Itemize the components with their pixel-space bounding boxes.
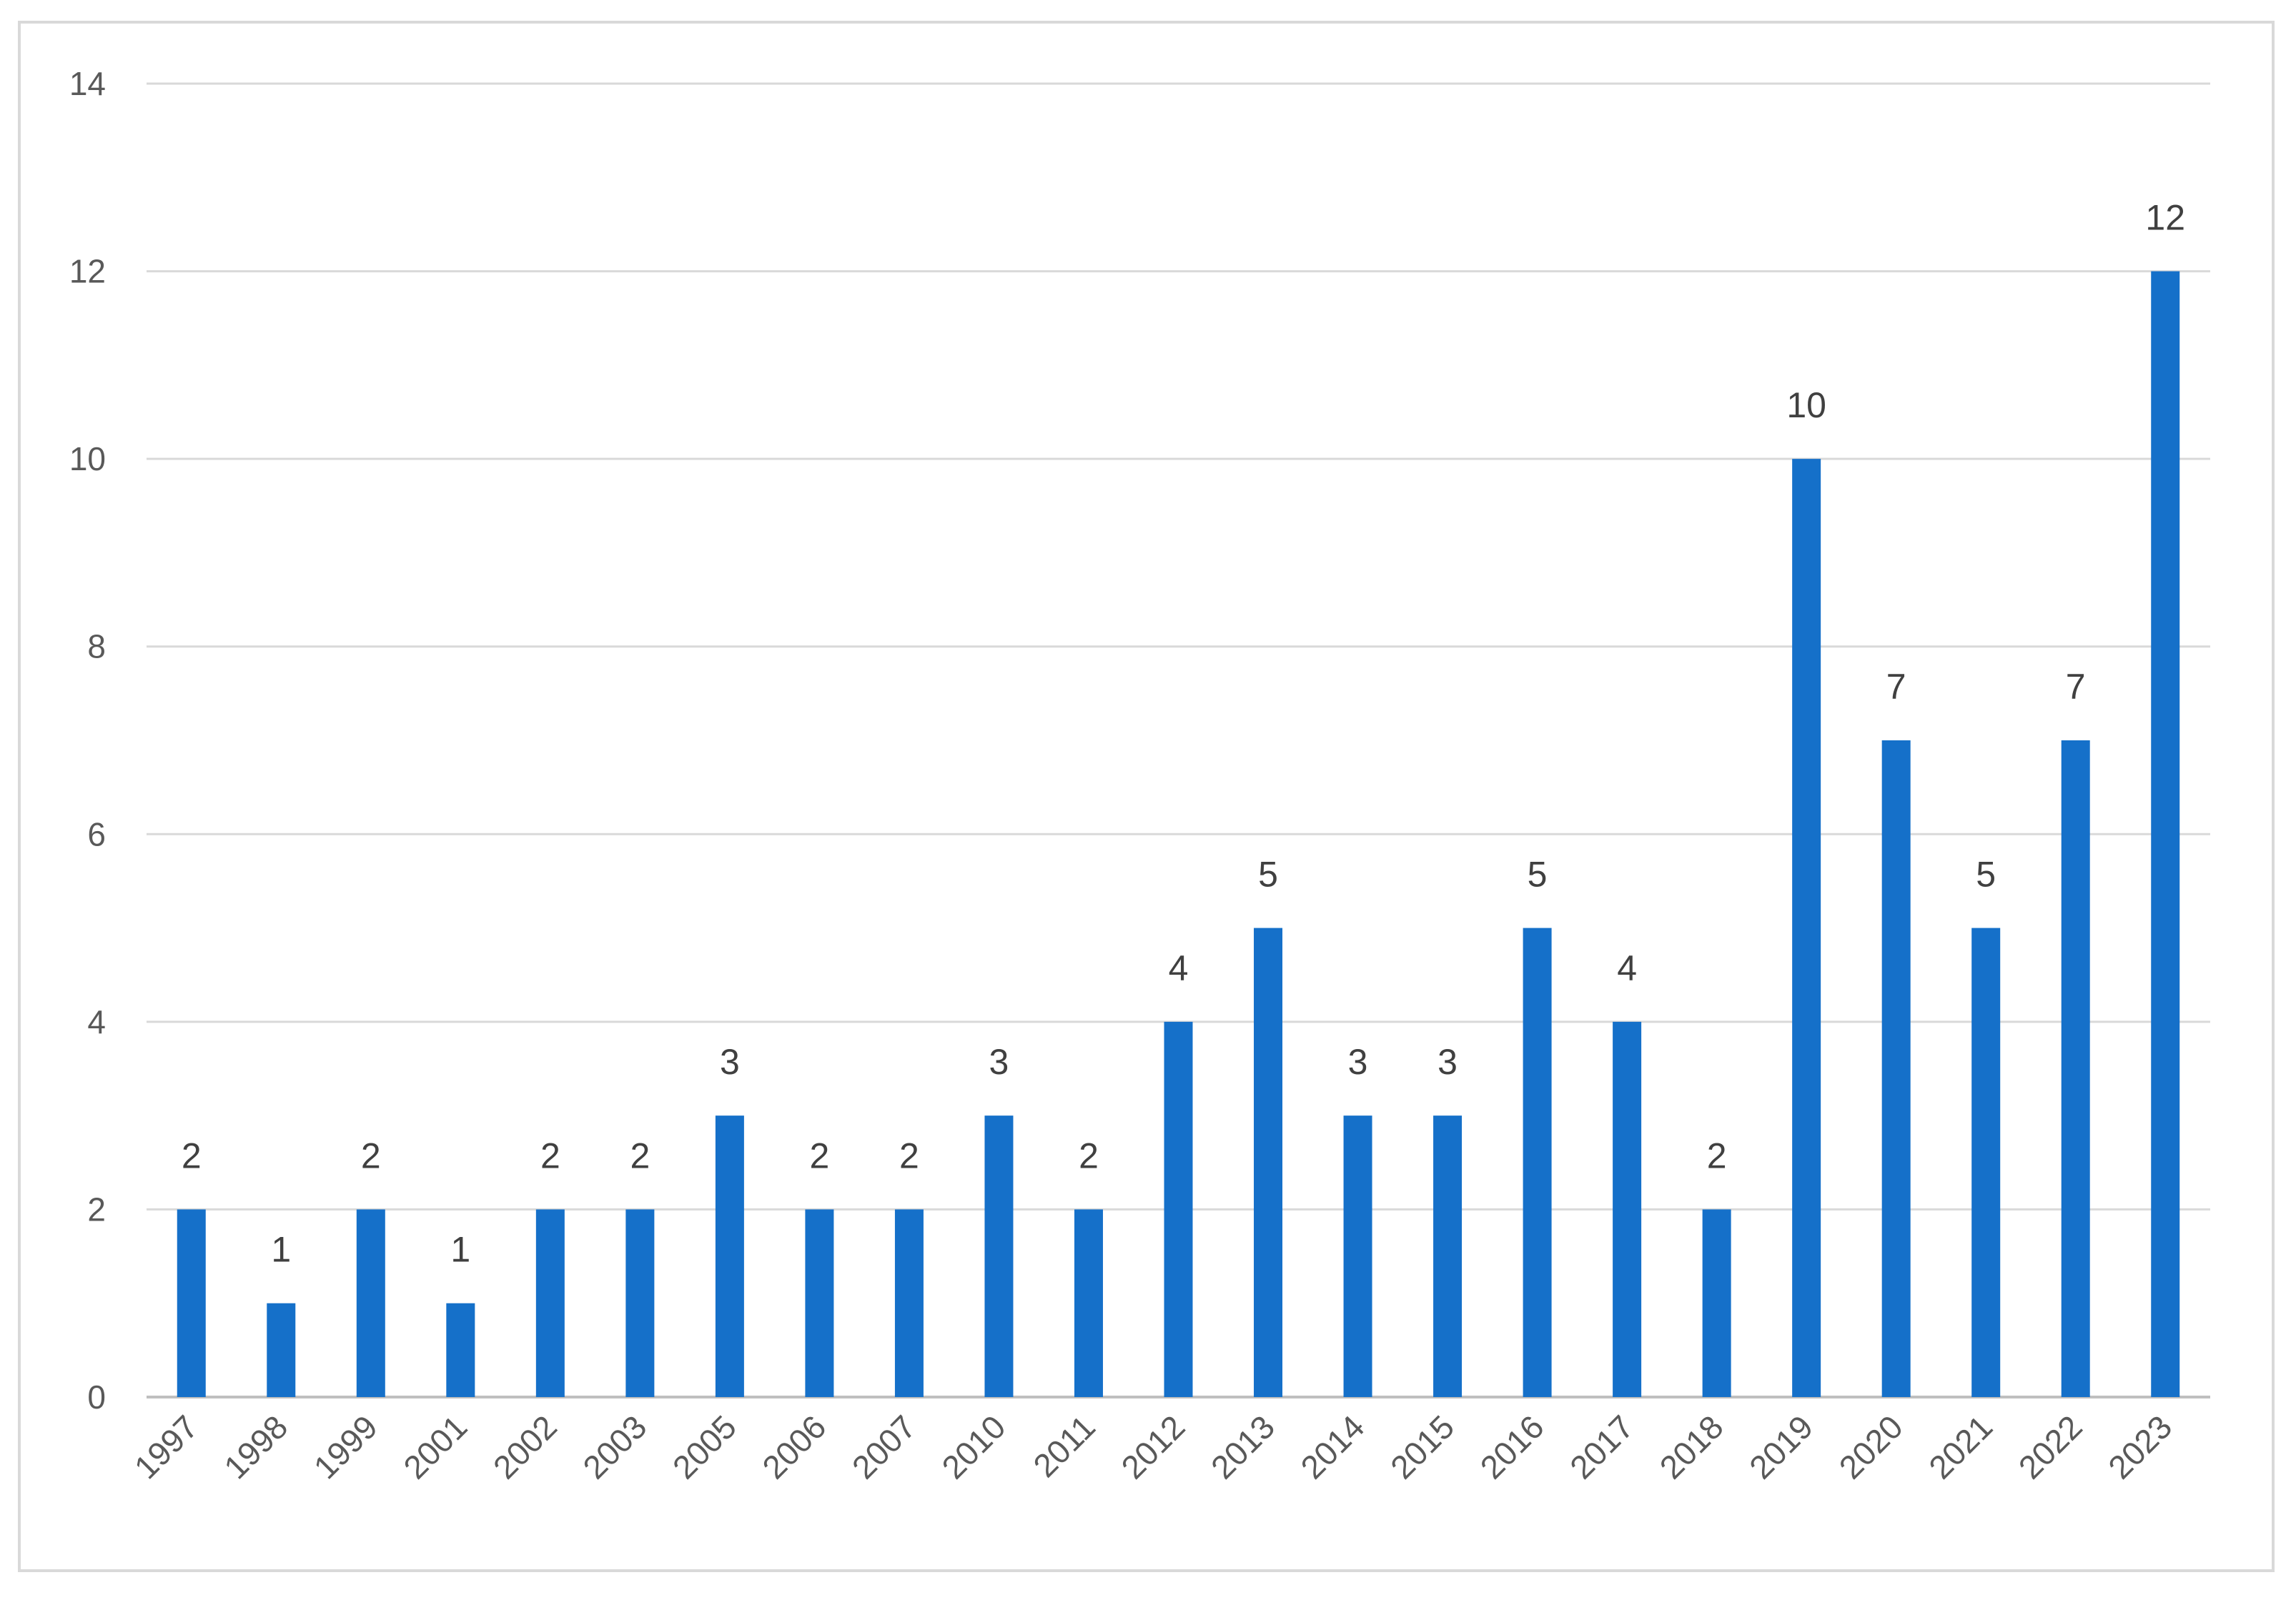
x-tick-label-2015: 2015 bbox=[1383, 1408, 1461, 1486]
bar-2015 bbox=[1433, 1115, 1463, 1397]
x-tick-label-2021: 2021 bbox=[1921, 1408, 1999, 1486]
bar-2023 bbox=[2151, 271, 2180, 1398]
x-tick-label-2005: 2005 bbox=[665, 1408, 743, 1486]
y-tick-label-2: 2 bbox=[87, 1191, 106, 1228]
data-label-2023: 12 bbox=[2145, 198, 2185, 238]
data-label-2013: 5 bbox=[1258, 855, 1278, 895]
x-tick-label-2022: 2022 bbox=[2012, 1408, 2089, 1486]
data-label-1998: 1 bbox=[271, 1230, 291, 1270]
bar-2006 bbox=[805, 1209, 834, 1397]
data-label-1997: 2 bbox=[182, 1136, 202, 1176]
y-tick-label-8: 8 bbox=[87, 628, 106, 665]
bar-2001 bbox=[446, 1303, 475, 1397]
bar-2010 bbox=[984, 1115, 1014, 1397]
bar-2022 bbox=[2061, 740, 2090, 1397]
bar-2018 bbox=[1702, 1209, 1731, 1397]
bar-2007 bbox=[894, 1209, 924, 1397]
x-tick-label-2018: 2018 bbox=[1653, 1408, 1731, 1486]
data-label-2022: 7 bbox=[2066, 667, 2086, 707]
x-tick-label-2013: 2013 bbox=[1204, 1408, 1282, 1486]
x-tick-label-2011: 2011 bbox=[1026, 1408, 1102, 1484]
x-tick-label-1998: 1998 bbox=[217, 1408, 295, 1486]
y-tick-label-6: 6 bbox=[87, 815, 106, 853]
bar-1998 bbox=[267, 1303, 296, 1397]
y-tick-label-14: 14 bbox=[69, 65, 106, 102]
data-label-2017: 4 bbox=[1617, 948, 1637, 988]
x-tick-label-2016: 2016 bbox=[1473, 1408, 1551, 1486]
bar-2011 bbox=[1074, 1209, 1103, 1397]
data-label-2011: 2 bbox=[1079, 1136, 1099, 1176]
bar-2002 bbox=[535, 1209, 565, 1397]
bar-1997 bbox=[177, 1209, 206, 1397]
data-label-2012: 4 bbox=[1169, 948, 1189, 988]
bar-2020 bbox=[1881, 740, 1911, 1397]
data-label-2005: 3 bbox=[720, 1042, 740, 1082]
data-label-2010: 3 bbox=[989, 1042, 1009, 1082]
bar-1999 bbox=[356, 1209, 385, 1397]
data-label-2014: 3 bbox=[1348, 1042, 1368, 1082]
bar-2003 bbox=[625, 1209, 655, 1397]
data-label-2002: 2 bbox=[540, 1136, 560, 1176]
x-tick-label-1999: 1999 bbox=[307, 1408, 385, 1486]
y-tick-label-0: 0 bbox=[87, 1378, 106, 1416]
gridlines bbox=[147, 82, 2210, 1398]
y-axis-tick-labels: 0 2 4 6 8 10 12 14 bbox=[69, 65, 106, 1416]
bar-2005 bbox=[715, 1115, 744, 1397]
x-tick-label-2006: 2006 bbox=[755, 1408, 833, 1486]
x-tick-label-2002: 2002 bbox=[486, 1408, 564, 1486]
data-label-2018: 2 bbox=[1707, 1136, 1727, 1176]
bars bbox=[177, 271, 2180, 1398]
x-tick-label-2001: 2001 bbox=[396, 1408, 474, 1486]
data-label-1999: 2 bbox=[361, 1136, 381, 1176]
y-tick-label-4: 4 bbox=[87, 1003, 106, 1040]
x-tick-label-2014: 2014 bbox=[1293, 1408, 1371, 1486]
x-tick-label-1997: 1997 bbox=[127, 1408, 205, 1486]
x-tick-label-2010: 2010 bbox=[934, 1408, 1012, 1486]
x-tick-label-2023: 2023 bbox=[2101, 1408, 2179, 1486]
bar-2021 bbox=[1971, 928, 2001, 1397]
x-tick-label-2019: 2019 bbox=[1742, 1408, 1820, 1486]
data-label-2020: 7 bbox=[1886, 667, 1906, 707]
bar-2017 bbox=[1613, 1021, 1642, 1397]
x-tick-label-2012: 2012 bbox=[1114, 1408, 1192, 1486]
data-label-2007: 2 bbox=[899, 1136, 919, 1176]
data-label-2015: 3 bbox=[1438, 1042, 1458, 1082]
data-label-2021: 5 bbox=[1976, 855, 1996, 895]
x-tick-label-2020: 2020 bbox=[1832, 1408, 1910, 1486]
x-tick-label-2007: 2007 bbox=[845, 1408, 923, 1486]
bar-2013 bbox=[1254, 928, 1283, 1397]
data-label-2006: 2 bbox=[810, 1136, 830, 1176]
data-label-2001: 1 bbox=[450, 1230, 470, 1270]
data-label-2019: 10 bbox=[1786, 385, 1826, 425]
y-tick-label-10: 10 bbox=[69, 440, 106, 477]
x-axis-tick-labels: 1997 1998 1999 2001 2002 2003 2005 2006 2007 2010… bbox=[127, 1408, 2179, 1486]
x-tick-label-2003: 2003 bbox=[575, 1408, 653, 1486]
y-tick-label-12: 12 bbox=[69, 253, 106, 290]
data-label-2003: 2 bbox=[630, 1136, 650, 1176]
bar-2019 bbox=[1792, 459, 1821, 1398]
data-label-2016: 5 bbox=[1528, 855, 1548, 895]
bar-2016 bbox=[1523, 928, 1552, 1397]
bar-2014 bbox=[1343, 1115, 1372, 1397]
bar-2012 bbox=[1164, 1021, 1193, 1397]
x-tick-label-2017: 2017 bbox=[1563, 1408, 1641, 1486]
